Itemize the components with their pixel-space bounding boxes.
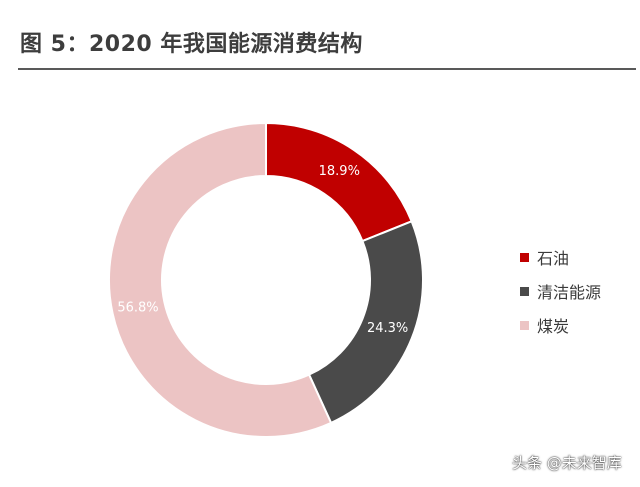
data-label-1: 18.9% xyxy=(319,164,360,179)
legend-label-1: 石油 xyxy=(537,249,570,268)
watermark: 头条 @未来智库 xyxy=(512,454,622,472)
legend-item-2: 清洁能源 xyxy=(520,274,601,308)
legend-swatch-3 xyxy=(520,320,529,330)
legend-swatch-1 xyxy=(520,252,529,262)
legend-label-2: 清洁能源 xyxy=(537,283,602,302)
legend-item-1: 石油 xyxy=(520,240,601,274)
data-label-3: 56.8% xyxy=(117,300,158,315)
chart-legend: 石油 清洁能源 煤炭 xyxy=(520,240,601,342)
legend-swatch-2 xyxy=(520,286,529,296)
chart-title: 图 5：2020 年我国能源消费结构 xyxy=(20,32,363,57)
data-label-2: 24.3% xyxy=(367,321,408,336)
legend-label-3: 煤炭 xyxy=(537,317,570,336)
legend-item-3: 煤炭 xyxy=(520,308,601,342)
donut-slice-1 xyxy=(265,121,413,243)
title-divider xyxy=(18,68,636,70)
donut-slice-3 xyxy=(108,121,333,438)
